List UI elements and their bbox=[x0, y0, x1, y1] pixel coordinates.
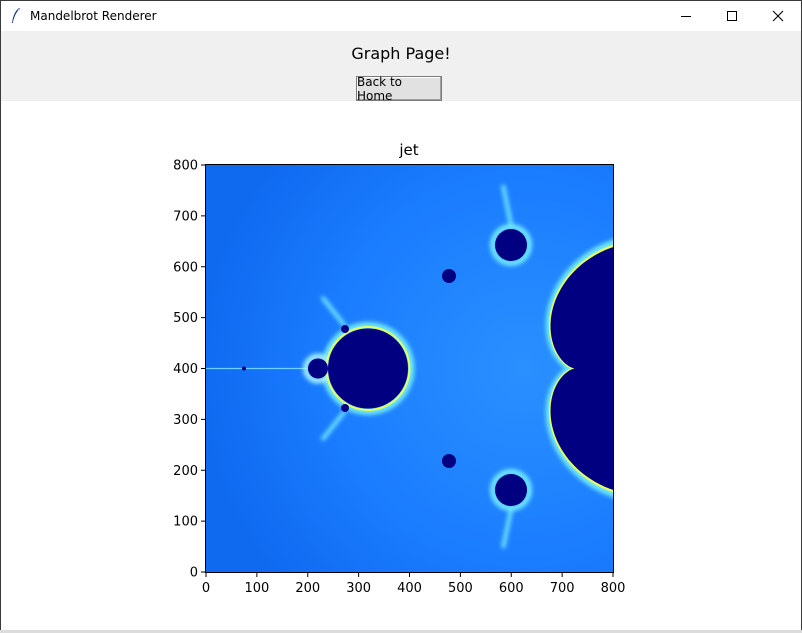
close-icon bbox=[772, 10, 784, 22]
page-header: Graph Page! Back to Home bbox=[1, 31, 801, 103]
small-bulb bbox=[591, 309, 599, 317]
x-tick-label: 300 bbox=[346, 581, 371, 596]
x-tick-label: 100 bbox=[244, 581, 269, 596]
top-bulb bbox=[495, 229, 527, 261]
maximize-button[interactable] bbox=[709, 1, 755, 31]
x-axis: 0 100 200 300 400 500 600 700 800 bbox=[202, 572, 626, 596]
y-tick-label: 700 bbox=[173, 209, 198, 224]
minibrot bbox=[242, 366, 246, 371]
feather-icon bbox=[12, 8, 20, 23]
minimize-icon bbox=[681, 16, 691, 17]
bottom-bulb bbox=[495, 474, 527, 506]
back-to-home-button[interactable]: Back to Home bbox=[356, 75, 442, 103]
period4-bulb bbox=[308, 358, 328, 379]
small-bulb bbox=[570, 272, 586, 288]
x-tick-label: 400 bbox=[397, 581, 422, 596]
y-tick-label: 600 bbox=[173, 260, 198, 275]
x-tick-label: 200 bbox=[295, 581, 320, 596]
page-title: Graph Page! bbox=[351, 44, 451, 63]
x-tick-label: 500 bbox=[448, 581, 473, 596]
small-bulb bbox=[341, 404, 349, 412]
main-cardioid bbox=[550, 247, 613, 490]
mandelbrot-image bbox=[206, 165, 613, 572]
x-tick-label: 600 bbox=[499, 581, 524, 596]
y-tick-label: 200 bbox=[173, 464, 198, 479]
small-bulb bbox=[570, 448, 586, 464]
x-tick-label: 0 bbox=[202, 581, 210, 596]
boundary-rim bbox=[548, 244, 613, 493]
x-tick-label: 800 bbox=[601, 581, 626, 596]
window-title: Mandelbrot Renderer bbox=[30, 9, 157, 23]
small-bulb bbox=[341, 325, 349, 333]
window-bottom-edge bbox=[0, 630, 802, 633]
y-tick-label: 300 bbox=[173, 413, 198, 428]
y-tick-label: 100 bbox=[173, 515, 198, 530]
maximize-icon bbox=[727, 11, 737, 21]
small-bulb bbox=[591, 419, 599, 427]
close-button[interactable] bbox=[755, 1, 801, 31]
chart-title: jet bbox=[399, 141, 419, 159]
y-tick-label: 800 bbox=[173, 159, 198, 174]
period2-bulb bbox=[328, 328, 408, 409]
y-tick-label: 500 bbox=[173, 311, 198, 326]
y-tick-label: 400 bbox=[173, 362, 198, 377]
y-tick-label: 0 bbox=[190, 566, 198, 581]
minimize-button[interactable] bbox=[663, 1, 709, 31]
small-bulb bbox=[442, 454, 456, 468]
window-titlebar: Mandelbrot Renderer bbox=[0, 0, 802, 31]
y-axis: 0 100 200 300 400 500 600 700 800 bbox=[173, 159, 206, 581]
small-bulb bbox=[442, 269, 456, 283]
x-tick-label: 700 bbox=[550, 581, 575, 596]
